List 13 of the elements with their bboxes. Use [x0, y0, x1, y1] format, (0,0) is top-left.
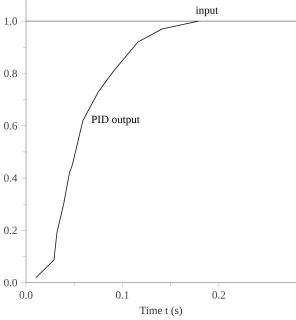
- x-axis-title: Time t (s): [140, 306, 182, 316]
- x-tick-label: 0.1: [116, 291, 129, 299]
- series-label: input: [196, 6, 218, 16]
- y-tick-label: 0.2: [4, 226, 17, 234]
- x-tick-label: 0.0: [19, 291, 32, 299]
- y-tick-label: 0.4: [4, 174, 18, 182]
- y-tick-label: 0.0: [4, 278, 17, 286]
- series-label: PID output: [91, 116, 140, 126]
- y-tick-label: 0.6: [4, 122, 18, 130]
- x-tick-label: 0.2: [212, 291, 226, 299]
- y-tick-label: 1.0: [4, 17, 17, 25]
- line-series: [36, 20, 199, 278]
- y-tick-label: 0.8: [4, 70, 17, 78]
